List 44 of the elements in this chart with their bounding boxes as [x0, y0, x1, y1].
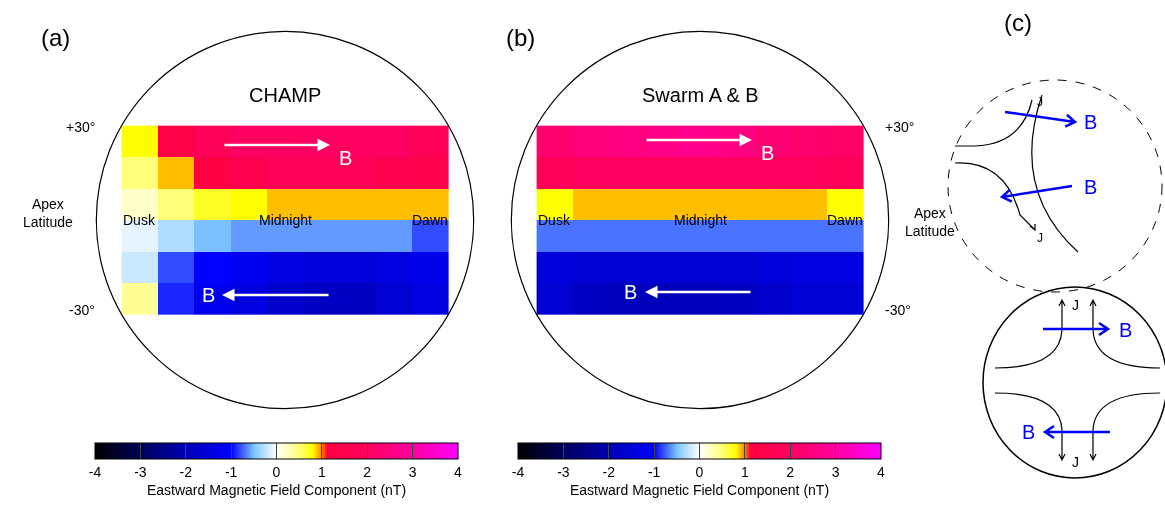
color-bar-label: 4	[877, 463, 886, 480]
color-bar-label: 1	[740, 463, 749, 480]
text: J	[1072, 297, 1079, 313]
annotation: B	[761, 142, 775, 164]
text: (c)	[1004, 9, 1032, 36]
color-bar-label: -2	[602, 463, 616, 480]
text: Apex Latitude	[23, 196, 74, 231]
color-bar-title: Eastward Magnetic Field Component (nT)	[146, 481, 407, 498]
color-bar-label: -1	[224, 463, 238, 480]
text: -30°	[69, 302, 95, 318]
annotation: B	[339, 147, 353, 169]
text: B	[1084, 111, 1098, 133]
annotation: B	[202, 284, 216, 306]
text: (b)	[506, 24, 536, 51]
text: +30°	[885, 119, 915, 135]
text: -30°	[885, 302, 911, 318]
x-tick-label: Dusk	[123, 212, 156, 228]
color-bar-label: -2	[179, 463, 193, 480]
text: (a)	[41, 24, 71, 51]
color-bar-label: -3	[557, 463, 570, 480]
color-bar-label: 0	[272, 463, 281, 480]
color-bar-label: -4	[88, 463, 102, 480]
text: J	[1037, 95, 1043, 109]
text: B	[1119, 319, 1133, 341]
text: J	[1037, 231, 1043, 245]
color-bar-label: 2	[786, 463, 795, 480]
color-bar-label: 0	[695, 463, 704, 480]
color-bar-label: 3	[408, 463, 417, 480]
text: J	[1072, 454, 1079, 470]
color-bar-label: 3	[831, 463, 840, 480]
color-bar-label: 1	[317, 463, 326, 480]
chart-title: Swarm A & B	[642, 84, 759, 106]
text: +30°	[66, 119, 96, 135]
color-bar-title: Eastward Magnetic Field Component (nT)	[569, 481, 830, 498]
text: Apex Latitude	[905, 205, 956, 240]
text: B	[1022, 421, 1036, 443]
chart-title: CHAMP	[249, 84, 322, 106]
color-bar-label: -1	[647, 463, 661, 480]
text: B	[1084, 176, 1098, 198]
color-bar-label: 4	[454, 463, 463, 480]
color-bar-label: 2	[363, 463, 372, 480]
annotation: B	[624, 281, 638, 303]
color-bar-label: -3	[134, 463, 147, 480]
color-bar-label: -4	[511, 463, 525, 480]
